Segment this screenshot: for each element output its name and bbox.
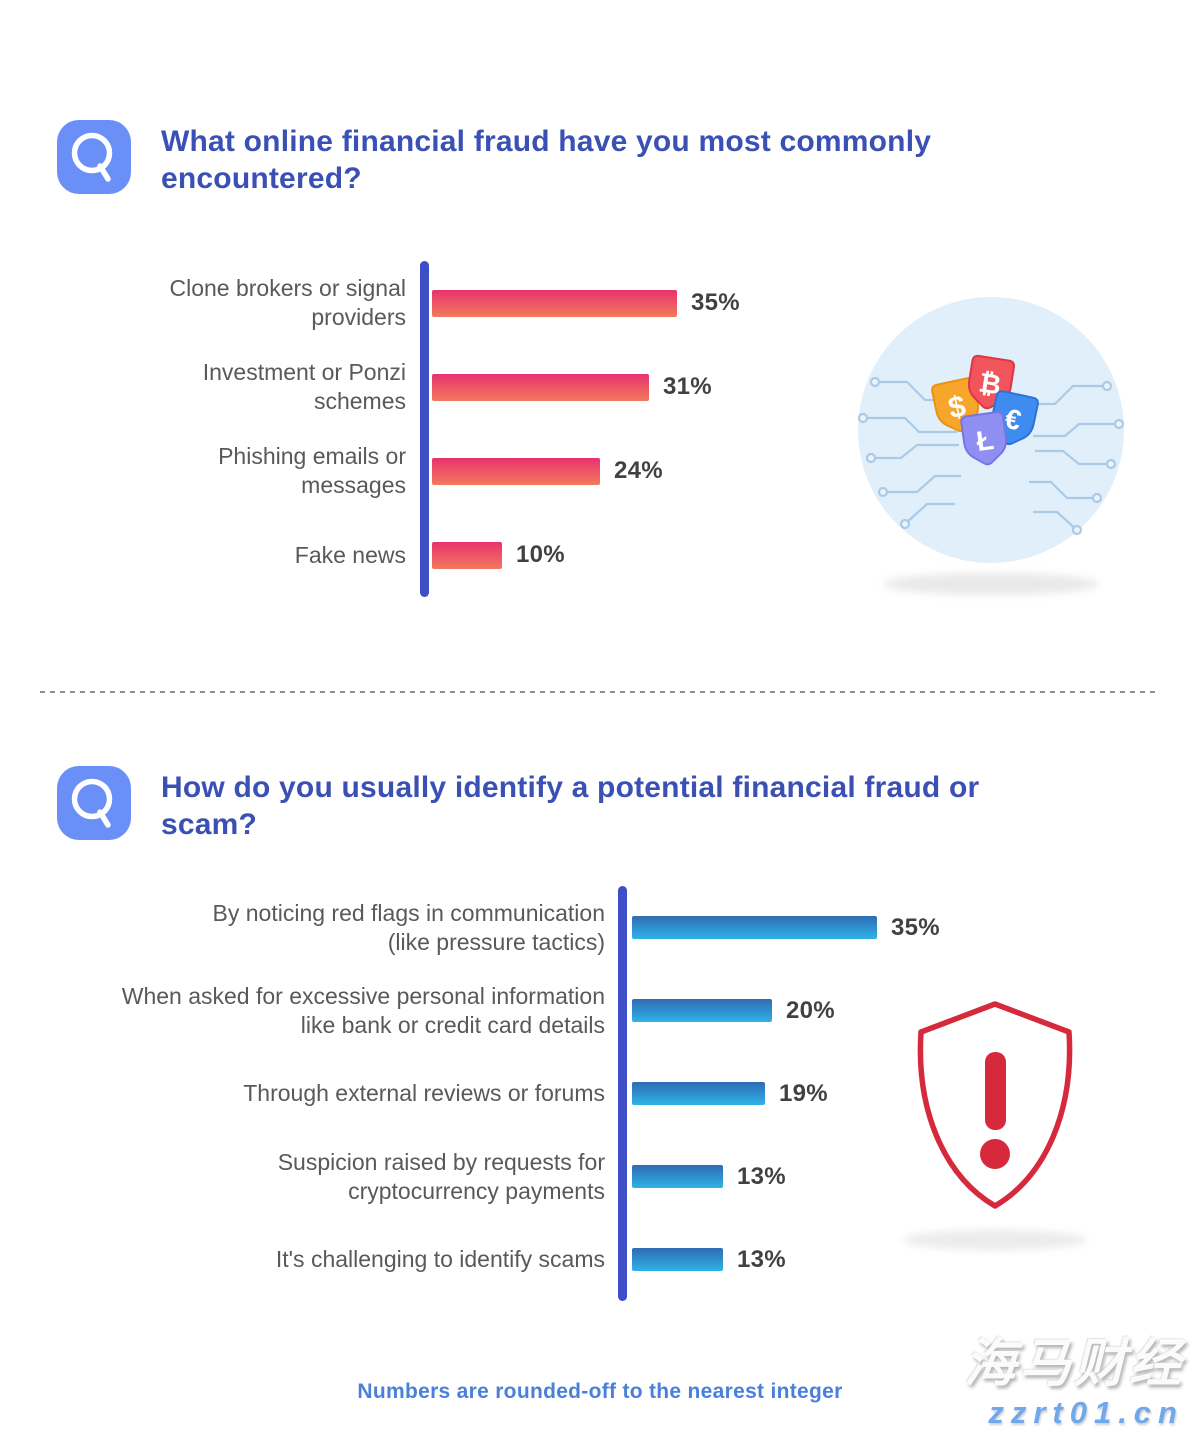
value-label: 24% [614, 457, 663, 484]
chart-row: By noticing red flags in communication (… [40, 886, 1020, 969]
question-1-header: What online financial fraud have you mos… [57, 120, 1137, 197]
bar [632, 916, 877, 939]
value-label: 35% [891, 913, 940, 941]
category-label: When asked for excessive personal inform… [121, 982, 605, 1038]
value-label: 13% [737, 1245, 786, 1273]
fraud-identification-bar-chart: By noticing red flags in communication (… [40, 886, 1020, 1301]
svg-text:Ł: Ł [974, 424, 995, 457]
chart-axis [618, 886, 627, 1301]
bar [632, 1165, 723, 1188]
category-label: By noticing red flags in communication (… [212, 899, 605, 955]
bar [632, 1248, 723, 1271]
footer-note: Numbers are rounded-off to the nearest i… [357, 1380, 843, 1403]
chart-row: Phishing emails or messages 24% [90, 429, 890, 513]
watermark-url-text: zzrt01.cn [988, 1395, 1184, 1431]
circuit-traces [857, 376, 1125, 536]
value-label: 35% [691, 289, 740, 316]
chart-axis [420, 261, 429, 597]
chart-row: Clone brokers or signal providers 35% [90, 261, 890, 345]
circle-shadow [883, 573, 1099, 595]
category-label: Suspicion raised by requests for cryptoc… [277, 1148, 605, 1204]
value-label: 20% [786, 996, 835, 1024]
category-label: Fake news [294, 541, 406, 568]
svg-text:€: € [1002, 403, 1024, 437]
magnifier-q-glyph [71, 132, 113, 182]
category-label: Phishing emails or messages [218, 443, 406, 498]
question-1-title: What online financial fraud have you mos… [161, 125, 932, 195]
bar [432, 541, 502, 569]
dashed-divider [40, 691, 1160, 693]
fraud-types-bar-chart: Clone brokers or signal providers 35% Inve… [90, 261, 890, 597]
magnifier-q-icon [57, 766, 131, 840]
chart-row: It's challenging to identify scams 13% [40, 1218, 1020, 1301]
magnifier-q-glyph [71, 778, 113, 828]
magnifier-q-icon [57, 120, 131, 194]
question-2-title: How do you usually identify a potential … [161, 771, 980, 841]
chart-row: Investment or Ponzi schemes 31% [90, 345, 890, 429]
bar [432, 457, 600, 485]
bar [432, 373, 649, 401]
chart-row: Fake news 10% [90, 513, 890, 597]
question-2-header: How do you usually identify a potential … [57, 766, 1137, 843]
exclamation-bar [985, 1052, 1006, 1130]
exclamation-dot [980, 1139, 1010, 1169]
chart-row: Through external reviews or forums 19% [40, 1052, 1020, 1135]
currency-shields-illustration: $ ₿ € Ł [857, 297, 1125, 595]
alert-shield-illustration [903, 1001, 1087, 1250]
value-label: 31% [663, 373, 712, 400]
bar [632, 1082, 765, 1105]
litecoin-shield-icon: Ł [960, 411, 1008, 466]
watermark: 海马财经 zzrt01.cn [963, 1335, 1184, 1431]
category-label: Through external reviews or forums [243, 1080, 605, 1107]
category-label: Investment or Ponzi schemes [202, 359, 406, 414]
bar [432, 289, 677, 317]
category-label: It's challenging to identify scams [275, 1246, 605, 1273]
watermark-cn-text: 海马财经 [963, 1335, 1184, 1393]
bar [632, 999, 772, 1022]
chart-row: Suspicion raised by requests for cryptoc… [40, 1135, 1020, 1218]
value-label: 19% [779, 1079, 828, 1107]
shield-shadow [903, 1230, 1087, 1250]
value-label: 13% [737, 1162, 786, 1190]
category-label: Clone brokers or signal providers [169, 275, 406, 330]
chart-row: When asked for excessive personal inform… [40, 969, 1020, 1052]
value-label: 10% [516, 541, 565, 568]
